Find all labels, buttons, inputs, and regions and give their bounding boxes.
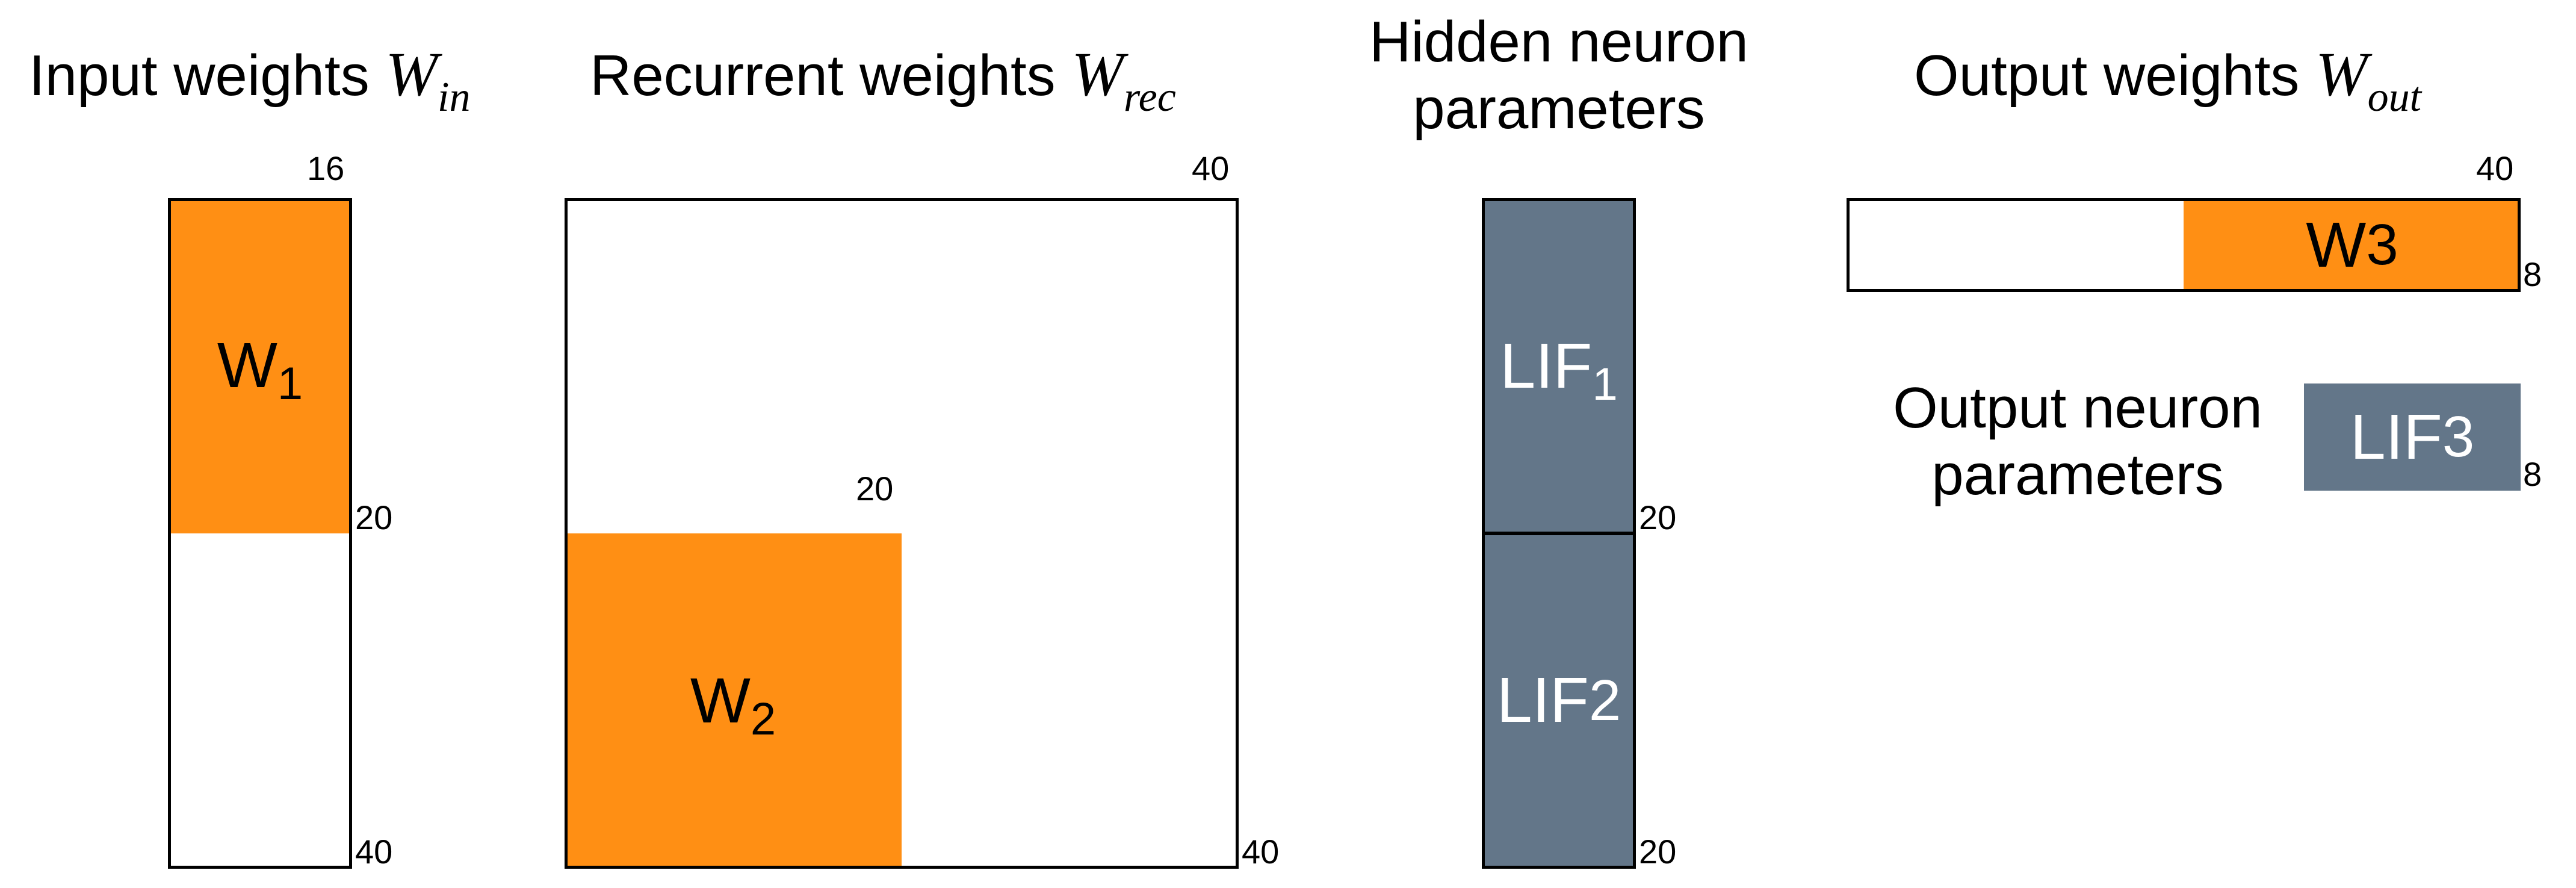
- hidden-neuron-title: Hidden neuron parameters: [1369, 8, 1748, 143]
- lif1-block: LIF 1: [1482, 198, 1636, 535]
- rec-rows-dim: 40: [1242, 833, 1280, 871]
- output-neuron-title-line2: parameters: [1931, 442, 2224, 508]
- recurrent-weights-subscript: rec: [1123, 74, 1176, 120]
- input-cols-dim: 16: [307, 149, 345, 187]
- input-weights-title-text: Input weights: [29, 43, 386, 108]
- recurrent-weights-title-text: Recurrent weights: [590, 43, 1072, 108]
- input-weights-title: Input weights Win: [29, 40, 470, 119]
- hidden-rows-dim: 20: [1639, 833, 1677, 871]
- recurrent-weights-matrix: [565, 198, 1239, 869]
- input-weights-matrix: [168, 198, 352, 869]
- lif2-block: LIF 2: [1482, 532, 1636, 869]
- output-weights-title: Output weights Wout: [1914, 40, 2421, 119]
- input-weights-symbol: W: [385, 40, 438, 109]
- lif3-label: LIF: [2350, 401, 2442, 473]
- input-rows-dim: 40: [355, 833, 393, 871]
- output-weights-subscript: out: [2367, 74, 2422, 120]
- output-neuron-title: Output neuron parameters: [1893, 374, 2262, 509]
- hidden-neuron-title-line1: Hidden neuron: [1369, 10, 1748, 74]
- input-weights-subscript: in: [438, 74, 471, 120]
- output-weights-title-text: Output weights: [1914, 43, 2316, 108]
- output-neuron-title-line1: Output neuron: [1893, 376, 2262, 440]
- recurrent-weights-symbol: W: [1071, 40, 1124, 109]
- output-weights-symbol: W: [2315, 40, 2368, 109]
- w3-subscript: 3: [2366, 213, 2398, 277]
- lif3-block: LIF 3: [2304, 383, 2521, 491]
- w3-label: W: [2306, 209, 2367, 281]
- input-mid-dim: 20: [355, 498, 393, 536]
- output-weights-matrix: [1847, 198, 2521, 292]
- w1-subscript: 1: [277, 358, 303, 409]
- rec-inner-dim: 20: [856, 470, 894, 508]
- w1-label: W: [217, 330, 277, 401]
- lif2-subscript: 2: [1588, 668, 1621, 733]
- hidden-neuron-title-line2: parameters: [1413, 76, 1705, 141]
- lif1-label: LIF: [1500, 331, 1593, 402]
- lif3-rows-dim: 8: [2523, 455, 2542, 493]
- lif3-subscript: 3: [2442, 405, 2475, 469]
- hidden-mid-dim: 20: [1639, 498, 1677, 536]
- recurrent-weights-title: Recurrent weights Wrec: [590, 40, 1176, 119]
- rec-cols-dim: 40: [1192, 149, 1230, 187]
- w2-label: W: [690, 665, 751, 736]
- out-rows-dim: 8: [2523, 255, 2542, 293]
- out-cols-dim: 40: [2476, 149, 2514, 187]
- lif1-subscript: 1: [1592, 359, 1618, 410]
- w2-subscript: 2: [750, 694, 776, 745]
- lif2-label: LIF: [1496, 665, 1589, 736]
